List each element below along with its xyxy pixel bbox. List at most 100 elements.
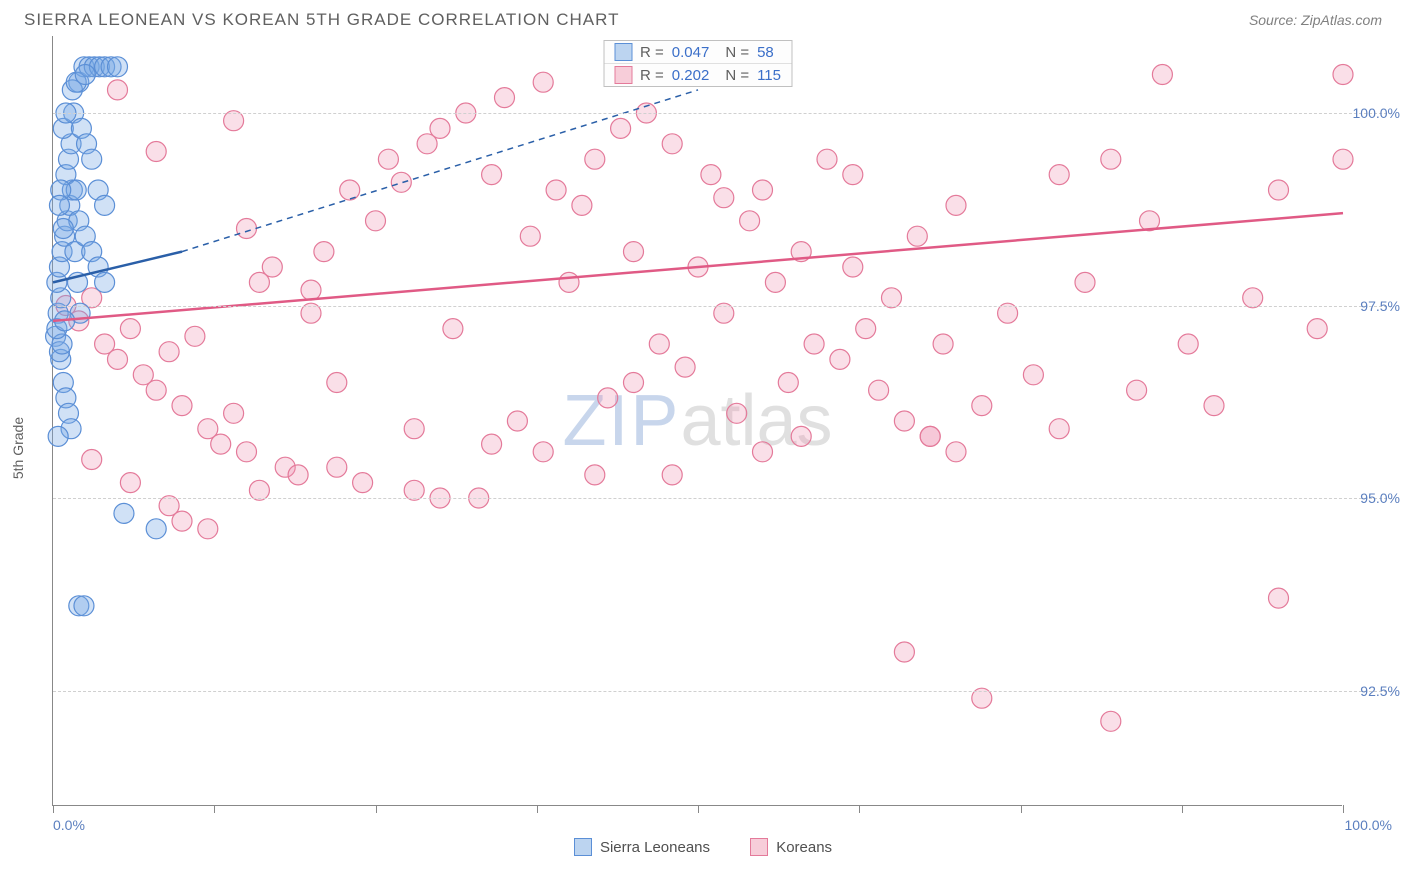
stats-legend-box: R = 0.047 N = 58 R = 0.202 N = 115 xyxy=(603,40,792,87)
marker-b xyxy=(159,342,179,362)
marker-b xyxy=(804,334,824,354)
marker-b xyxy=(740,211,760,231)
marker-b xyxy=(366,211,386,231)
marker-b xyxy=(598,388,618,408)
marker-b xyxy=(791,426,811,446)
marker-b xyxy=(830,349,850,369)
marker-b xyxy=(559,272,579,292)
x-tick xyxy=(859,805,860,813)
marker-b xyxy=(1178,334,1198,354)
marker-b xyxy=(1049,165,1069,185)
marker-b xyxy=(778,373,798,393)
marker-a xyxy=(48,426,68,446)
marker-b xyxy=(1101,711,1121,731)
x-tick xyxy=(376,805,377,813)
chart-title: SIERRA LEONEAN VS KOREAN 5TH GRADE CORRE… xyxy=(24,10,620,30)
legend-label-b: Koreans xyxy=(776,839,832,856)
marker-b xyxy=(404,419,424,439)
marker-b xyxy=(933,334,953,354)
marker-b xyxy=(108,80,128,100)
marker-b xyxy=(1101,149,1121,169)
marker-b xyxy=(907,226,927,246)
marker-b xyxy=(378,149,398,169)
marker-b xyxy=(482,434,502,454)
stat-r-label: R = xyxy=(640,44,664,61)
marker-b xyxy=(972,396,992,416)
marker-a xyxy=(75,65,95,85)
marker-b xyxy=(314,242,334,262)
marker-b xyxy=(172,396,192,416)
x-tick xyxy=(698,805,699,813)
y-tick-label: 95.0% xyxy=(1360,490,1400,506)
x-tick-min: 0.0% xyxy=(53,817,85,833)
x-tick-max: 100.0% xyxy=(1345,817,1392,833)
marker-b xyxy=(1269,180,1289,200)
marker-b xyxy=(1307,319,1327,339)
marker-b xyxy=(120,319,140,339)
gridline xyxy=(53,691,1392,692)
marker-b xyxy=(146,142,166,162)
marker-b xyxy=(327,373,347,393)
marker-a xyxy=(95,195,115,215)
swatch-series-b xyxy=(614,66,632,84)
marker-b xyxy=(856,319,876,339)
legend-swatch-b xyxy=(750,838,768,856)
y-tick-label: 97.5% xyxy=(1360,298,1400,314)
legend-swatch-a xyxy=(574,838,592,856)
marker-b xyxy=(301,280,321,300)
y-axis-label: 5th Grade xyxy=(10,417,26,479)
marker-b xyxy=(108,349,128,369)
marker-b xyxy=(262,257,282,277)
marker-b xyxy=(482,165,502,185)
stats-row-b: R = 0.202 N = 115 xyxy=(604,64,791,86)
marker-b xyxy=(946,195,966,215)
marker-b xyxy=(624,373,644,393)
legend-item-b: Koreans xyxy=(750,838,832,856)
trendline-a-dashed xyxy=(182,90,698,252)
marker-a xyxy=(95,272,115,292)
marker-b xyxy=(340,180,360,200)
marker-b xyxy=(920,426,940,446)
marker-b xyxy=(662,465,682,485)
marker-b xyxy=(843,165,863,185)
marker-b xyxy=(443,319,463,339)
x-tick xyxy=(1182,805,1183,813)
marker-b xyxy=(1204,396,1224,416)
swatch-series-a xyxy=(614,43,632,61)
marker-a xyxy=(108,57,128,77)
legend-label-a: Sierra Leoneans xyxy=(600,839,710,856)
marker-b xyxy=(1075,272,1095,292)
marker-b xyxy=(546,180,566,200)
marker-b xyxy=(649,334,669,354)
marker-a xyxy=(146,519,166,539)
bottom-legend: Sierra Leoneans Koreans xyxy=(24,838,1382,860)
marker-b xyxy=(353,473,373,493)
stat-r-label: R = xyxy=(640,67,664,84)
marker-b xyxy=(198,519,218,539)
marker-b xyxy=(146,380,166,400)
marker-a xyxy=(53,219,73,239)
marker-b xyxy=(1127,380,1147,400)
x-tick xyxy=(1021,805,1022,813)
marker-b xyxy=(1333,65,1353,85)
marker-b xyxy=(611,118,631,138)
marker-b xyxy=(185,326,205,346)
x-tick xyxy=(1343,805,1344,813)
marker-b xyxy=(675,357,695,377)
stat-n-label: N = xyxy=(725,44,749,61)
marker-b xyxy=(1152,65,1172,85)
marker-b xyxy=(120,473,140,493)
marker-b xyxy=(495,88,515,108)
source-attribution: Source: ZipAtlas.com xyxy=(1249,12,1382,28)
marker-b xyxy=(585,149,605,169)
marker-b xyxy=(624,242,644,262)
marker-b xyxy=(82,450,102,470)
marker-b xyxy=(662,134,682,154)
chart-header: SIERRA LEONEAN VS KOREAN 5TH GRADE CORRE… xyxy=(0,0,1406,36)
marker-b xyxy=(1049,419,1069,439)
stat-r-b: 0.202 xyxy=(672,67,710,84)
legend-item-a: Sierra Leoneans xyxy=(574,838,710,856)
gridline xyxy=(53,498,1392,499)
marker-b xyxy=(507,411,527,431)
marker-b xyxy=(843,257,863,277)
